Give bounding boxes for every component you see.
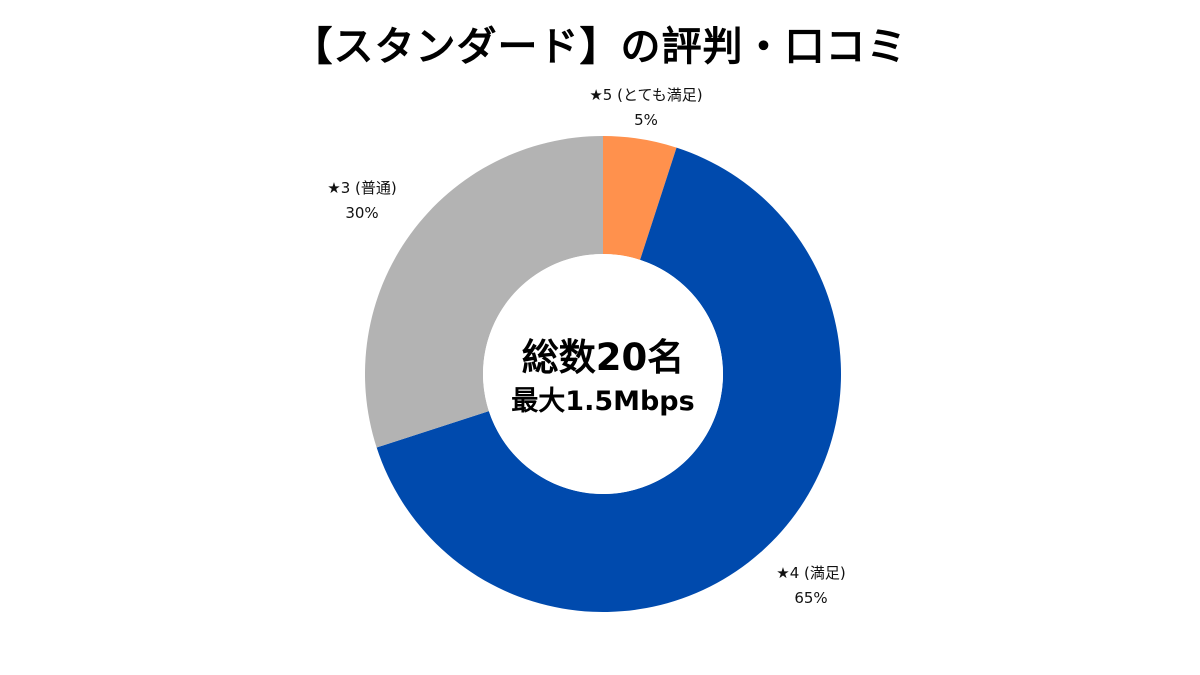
donut-hole [483, 254, 723, 494]
slice-five [603, 136, 677, 260]
slice-value-five: 5% [634, 111, 658, 129]
center-speed-label: 最大1.5Mbps [511, 386, 694, 417]
slice-label-five: ★5 (とても満足) [589, 86, 702, 104]
slice-label-three: ★3 (普通) [327, 179, 396, 197]
slice-three [365, 135, 603, 448]
slice-four [376, 147, 842, 612]
slice-label-four: ★4 (満足) [776, 564, 845, 582]
chart-title: 【スタンダード】の評判・口コミ [292, 24, 908, 70]
center-total-label: 総数20名 [522, 336, 685, 379]
slice-label-group: ★5 (とても満足) 5% ★4 (満足) 65% ★3 (普通) 30% [327, 86, 845, 607]
slice-value-three: 30% [345, 204, 378, 222]
slice-value-four: 65% [794, 589, 827, 607]
slice-group [365, 135, 842, 612]
